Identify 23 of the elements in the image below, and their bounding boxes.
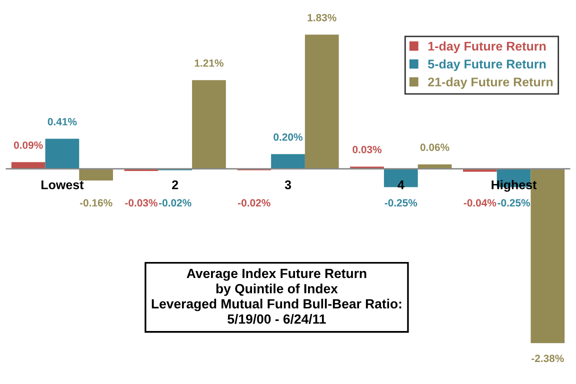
legend-label: 1-day Future Return [428,41,546,54]
x-tick-label: 2 [172,180,178,190]
data-label: -0.02% [238,199,270,207]
data-label: -0.25% [498,199,530,207]
legend-label: 5-day Future Return [428,59,546,71]
data-label: 0.20% [274,133,302,141]
data-label: 0.06% [420,144,450,152]
x-tick-label: 3 [284,180,292,190]
x-tick-label: Highest [492,180,537,192]
data-label: -2.38% [532,354,564,362]
data-label: 0.03% [352,146,382,154]
data-label: 0.41% [48,118,77,126]
data-label: 1.83% [308,14,336,22]
data-label: -0.03% [125,199,158,207]
data-label: 0.09% [14,141,43,149]
data-label: -0.02% [159,199,192,207]
data-label: -0.25% [384,199,418,207]
data-label: -0.16% [80,199,112,207]
data-label: -0.04% [464,199,496,207]
data-label: 1.21% [194,59,224,67]
text: Average Index Future Return by Quintile of Index Leveraged Mutual Fund Bull-Bear Ratio: 5/19/00 - 6/24/11 [152,268,402,324]
legend-label: 21-day Future Return [428,77,553,89]
x-tick-label: Lowest [42,180,84,190]
